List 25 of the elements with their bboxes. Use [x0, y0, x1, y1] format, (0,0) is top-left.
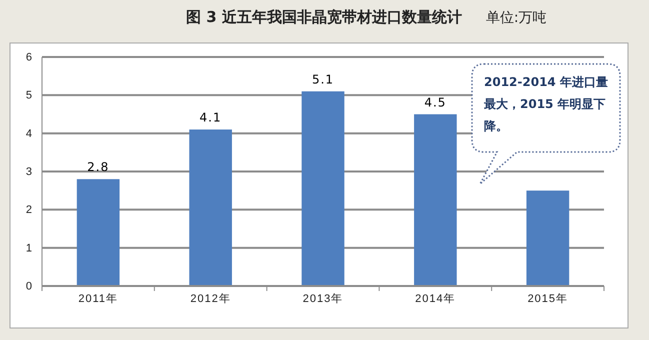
chart-subtitle: 单位:万吨	[486, 10, 547, 26]
bar	[414, 114, 457, 286]
bar	[302, 91, 344, 286]
y-tick-label: 3	[26, 166, 32, 178]
x-tick-label: 2012年	[190, 292, 231, 305]
x-tick-label: 2015年	[528, 292, 568, 305]
x-tick-label: 2011年	[78, 292, 118, 305]
y-tick-label: 6	[26, 52, 32, 64]
y-tick-label: 1	[26, 242, 32, 254]
chart-title: 图 3 近五年我国非晶宽带材进口数量统计	[186, 8, 462, 26]
bar	[526, 190, 570, 286]
data-label: 4.5	[424, 95, 446, 110]
data-label: 5.1	[312, 72, 334, 86]
x-tick-label: 2013年	[302, 292, 344, 305]
speech-bubble: 2012-2014 年进口量最大，2015 年明显下降。	[471, 63, 621, 185]
y-tick-label: 0	[26, 280, 32, 293]
y-tick-label: 5	[26, 90, 32, 102]
data-label: 2.8	[87, 160, 110, 174]
data-label: 4.1	[200, 110, 222, 125]
y-tick-label: 4	[26, 128, 32, 140]
x-tick-label: 2014年	[415, 292, 456, 305]
bar	[189, 130, 232, 286]
y-tick-label: 2	[26, 204, 32, 216]
bar	[76, 179, 120, 286]
annotation: 2012-2014 年进口量最大，2015 年明显下降。	[483, 75, 608, 133]
